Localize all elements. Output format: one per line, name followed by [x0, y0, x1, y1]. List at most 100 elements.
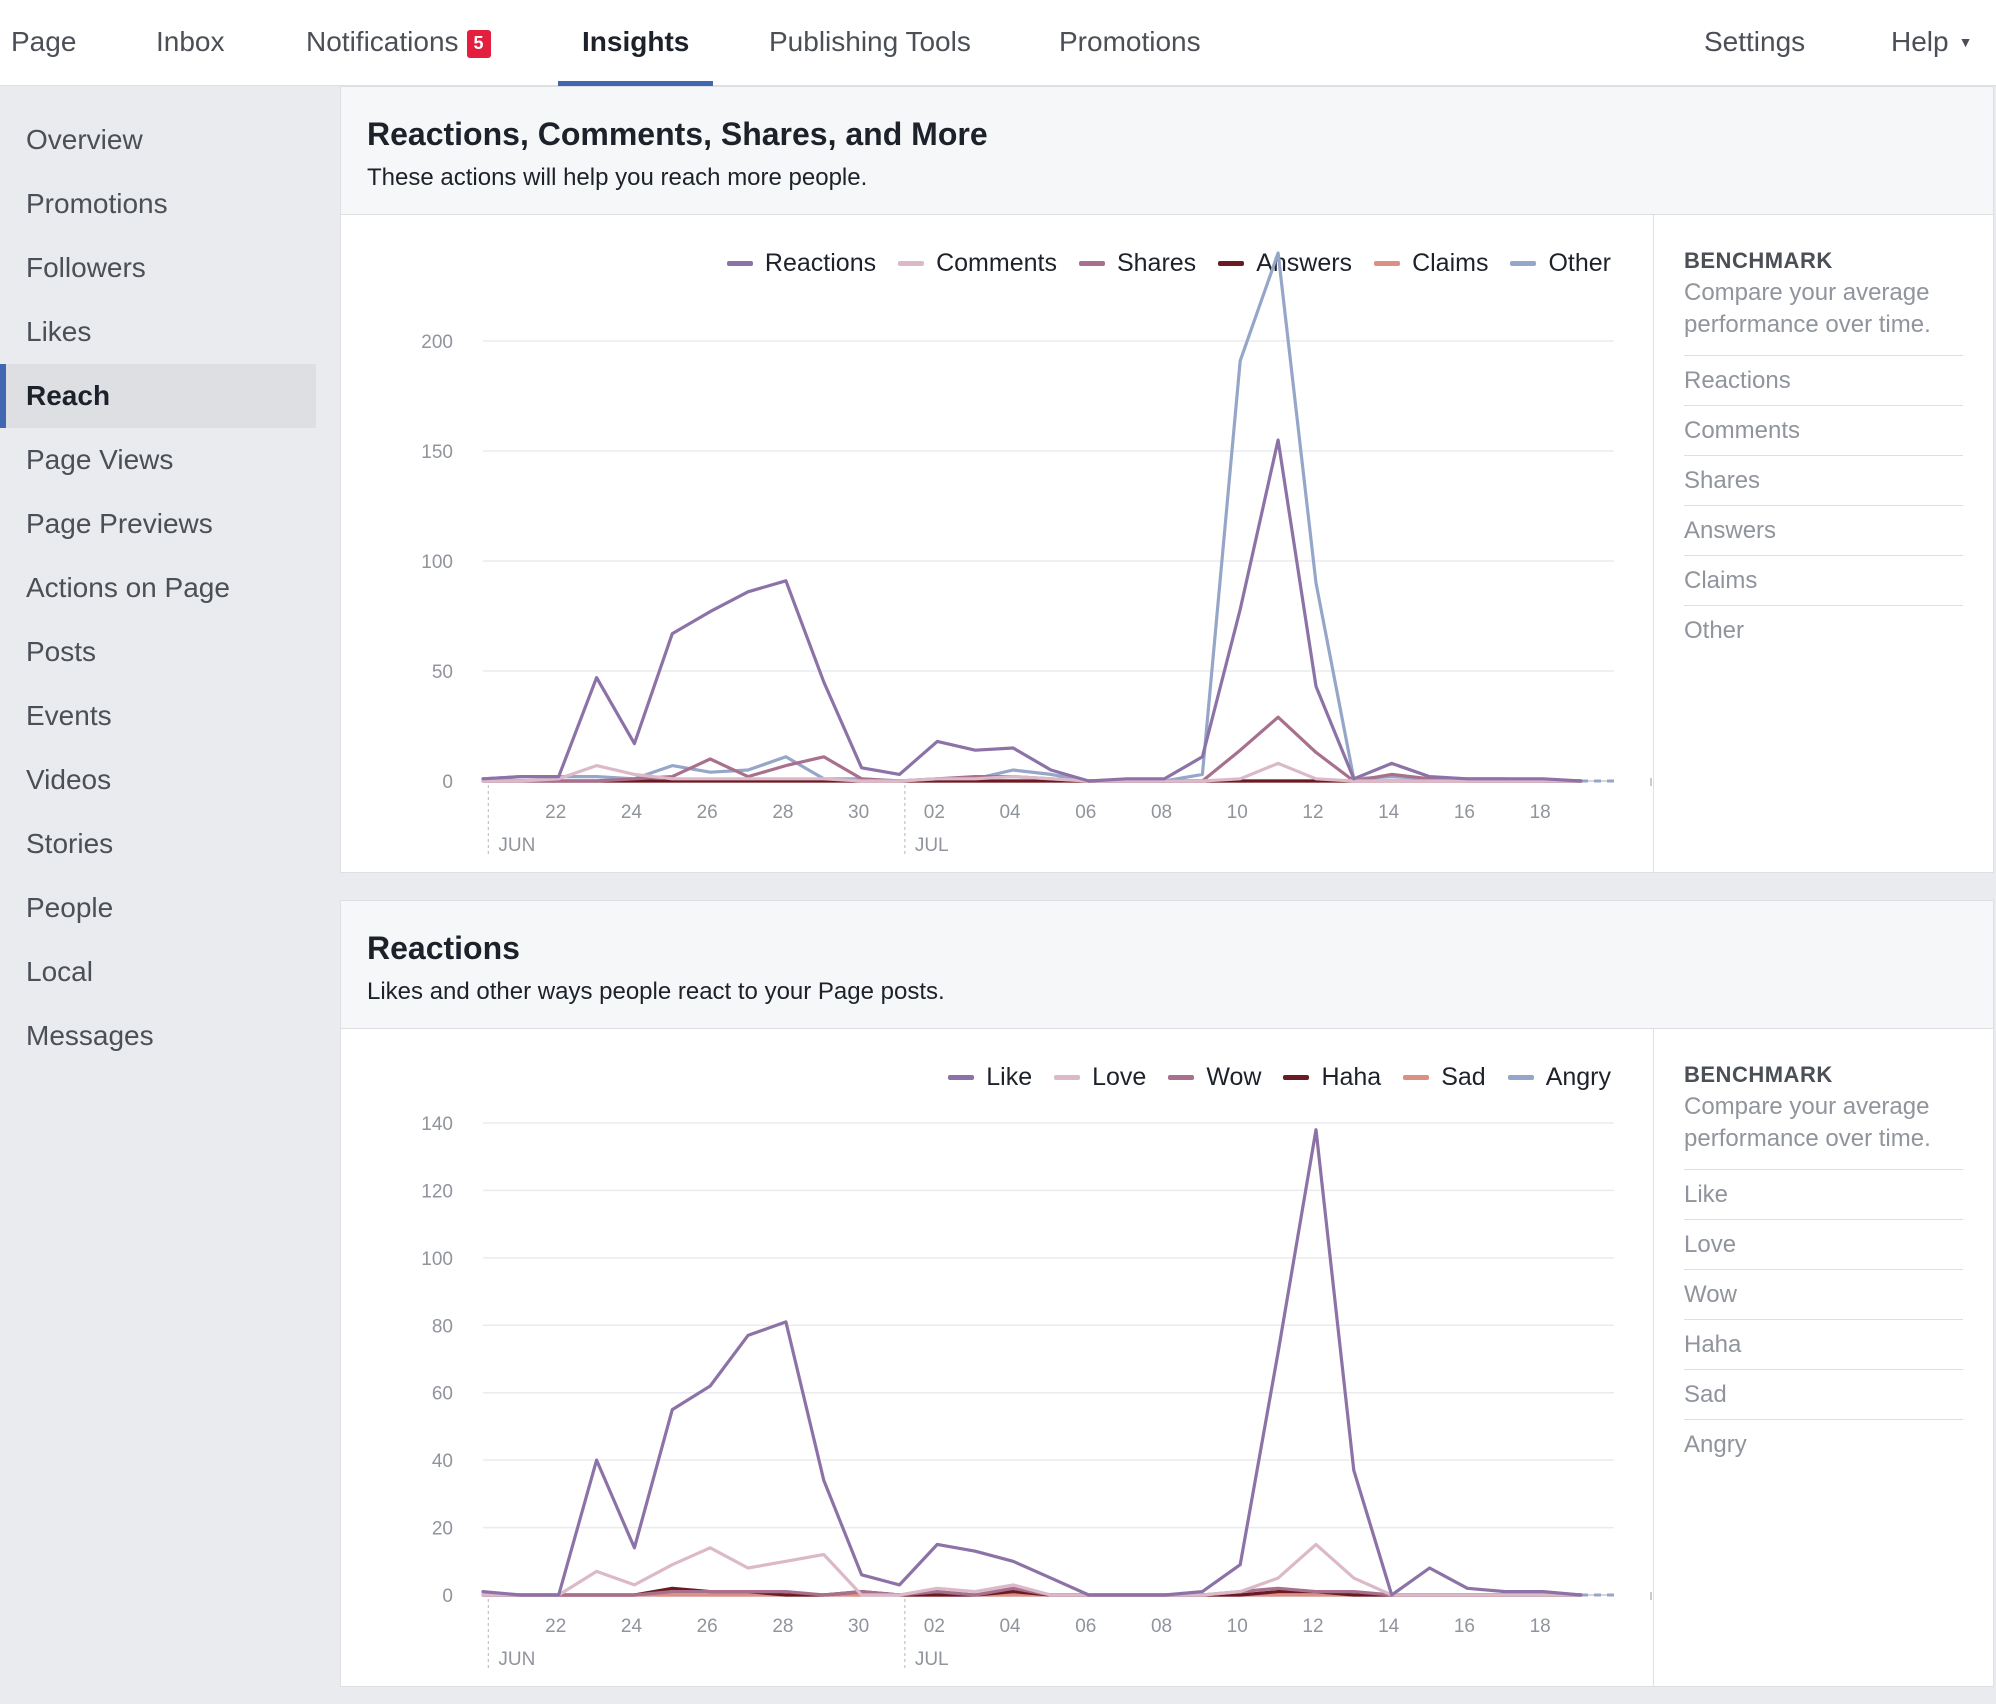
- nav-tab-publishing-tools[interactable]: Publishing Tools: [769, 0, 971, 86]
- nav-tab-label: Page: [11, 26, 77, 57]
- sidebar-item-promotions[interactable]: Promotions: [26, 188, 168, 219]
- legend-item-reactions[interactable]: Reactions: [726, 249, 876, 278]
- nav-help-menu[interactable]: Help ▼: [1891, 0, 1972, 86]
- nav-tab-label: Help: [1891, 26, 1949, 57]
- benchmark-item-wow[interactable]: Wow: [1684, 1269, 1963, 1319]
- benchmark-panel: BENCHMARK Compare your average performan…: [1653, 215, 1993, 872]
- legend-swatch: [1283, 1075, 1310, 1080]
- x-tick-label: 24: [621, 1616, 643, 1637]
- sidebar-item-page-previews[interactable]: Page Previews: [26, 508, 213, 539]
- legend-swatch: [1078, 261, 1105, 266]
- sidebar-item-likes[interactable]: Likes: [26, 316, 92, 347]
- insights-sidebar: Overview Promotions Followers Likes Reac…: [0, 86, 316, 1068]
- panel-subtitle: These actions will help you reach more p…: [367, 164, 868, 191]
- sidebar-item-page-views[interactable]: Page Views: [26, 444, 174, 475]
- reactions-line-chart: 0 20 40 60 80 100 120 140 22 24 26 28 30 02 04 06 08 10 12…: [421, 1114, 1652, 1671]
- legend-swatch: [1510, 261, 1537, 266]
- month-label: JUL: [915, 1649, 949, 1670]
- y-tick-label: 200: [421, 332, 453, 353]
- benchmark-subtitle: Compare your average performance over ti…: [1684, 1093, 1931, 1152]
- x-tick-label: 28: [772, 802, 793, 823]
- nav-tab-promotions[interactable]: Promotions: [1059, 0, 1201, 86]
- chart-legend: Like Love Wow Haha Sad Angry: [926, 1063, 1611, 1092]
- benchmark-item-other[interactable]: Other: [1684, 605, 1963, 655]
- nav-tab-inbox[interactable]: Inbox: [156, 0, 225, 86]
- sidebar-item-people[interactable]: People: [26, 892, 114, 923]
- sidebar-item-stories[interactable]: Stories: [26, 828, 114, 859]
- sidebar-item-messages[interactable]: Messages: [26, 1020, 154, 1051]
- legend-swatch: [726, 261, 753, 266]
- month-label: JUN: [498, 1649, 535, 1670]
- panel-body: Like Love Wow Haha Sad Angry 0 20 40 60 80 10…: [341, 1029, 1993, 1686]
- nav-tab-page[interactable]: Page: [11, 0, 76, 86]
- legend-label: Love: [1092, 1063, 1147, 1091]
- legend-swatch: [1507, 1075, 1534, 1080]
- legend-label: Shares: [1116, 249, 1197, 277]
- sidebar-item-actions-on-page[interactable]: Actions on Page: [26, 572, 230, 603]
- sidebar-item-followers[interactable]: Followers: [26, 252, 146, 283]
- benchmark-item-like[interactable]: Like: [1684, 1169, 1963, 1219]
- benchmark-subtitle: Compare your average performance over ti…: [1684, 279, 1931, 338]
- benchmark-item-sad[interactable]: Sad: [1684, 1369, 1963, 1419]
- sidebar-item-reach[interactable]: Reach: [0, 364, 316, 428]
- legend-item-haha[interactable]: Haha: [1283, 1063, 1381, 1092]
- legend-item-comments[interactable]: Comments: [898, 249, 1057, 278]
- benchmark-item-claims[interactable]: Claims: [1684, 555, 1963, 605]
- month-label: JUN: [498, 835, 535, 856]
- series-line-like[interactable]: [481, 1128, 1583, 1597]
- series-line-love[interactable]: [481, 1542, 1583, 1597]
- nav-tab-settings[interactable]: Settings: [1704, 0, 1805, 86]
- panel-body: Reactions Comments Shares Answers Claims…: [341, 215, 1993, 872]
- benchmark-item-love[interactable]: Love: [1684, 1219, 1963, 1269]
- x-tick-label: 16: [1454, 1616, 1475, 1637]
- panel-title: Reactions: [367, 930, 520, 966]
- legend-swatch: [1218, 261, 1245, 266]
- legend-item-shares[interactable]: Shares: [1078, 249, 1197, 278]
- legend-item-wow[interactable]: Wow: [1168, 1063, 1261, 1092]
- sidebar-item-videos[interactable]: Videos: [26, 764, 112, 795]
- benchmark-item-haha[interactable]: Haha: [1684, 1319, 1963, 1369]
- x-tick-label: 22: [545, 802, 566, 823]
- x-tick-label: 04: [999, 1616, 1021, 1637]
- benchmark-item-answers[interactable]: Answers: [1684, 505, 1963, 555]
- x-tick-label: 08: [1151, 802, 1172, 823]
- benchmark-item-comments[interactable]: Comments: [1684, 405, 1963, 455]
- x-tick-label: 02: [924, 1616, 945, 1637]
- legend-item-claims[interactable]: Claims: [1374, 249, 1488, 278]
- y-tick-label: 100: [421, 552, 453, 573]
- panel-title: Reactions, Comments, Shares, and More: [367, 116, 988, 152]
- legend-item-like[interactable]: Like: [948, 1063, 1032, 1092]
- panel-subtitle: Likes and other ways people react to you…: [367, 978, 945, 1005]
- caret-down-icon: ▼: [1958, 34, 1973, 50]
- legend-label: Wow: [1206, 1063, 1262, 1091]
- y-tick-label: 100: [421, 1249, 453, 1270]
- legend-label: Sad: [1441, 1063, 1486, 1091]
- nav-tab-notifications[interactable]: Notifications 5: [306, 0, 491, 86]
- sidebar-item-events[interactable]: Events: [26, 700, 112, 731]
- benchmark-item-reactions[interactable]: Reactions: [1684, 355, 1963, 405]
- nav-tab-label: Publishing Tools: [769, 26, 971, 57]
- nav-tab-label: Promotions: [1059, 26, 1201, 57]
- legend-item-sad[interactable]: Sad: [1403, 1063, 1486, 1092]
- legend-item-angry[interactable]: Angry: [1507, 1063, 1611, 1092]
- benchmark-item-angry[interactable]: Angry: [1684, 1419, 1963, 1469]
- x-tick-label: 26: [697, 1616, 718, 1637]
- sidebar-item-local[interactable]: Local: [26, 956, 93, 987]
- benchmark-item-shares[interactable]: Shares: [1684, 455, 1963, 505]
- legend-item-other[interactable]: Other: [1510, 249, 1611, 278]
- y-tick-label: 150: [421, 442, 453, 463]
- series-line-other[interactable]: [481, 251, 1583, 783]
- x-tick-label: 14: [1378, 1616, 1400, 1637]
- legend-label: Claims: [1412, 249, 1489, 277]
- series-line-reactions[interactable]: [481, 438, 1583, 783]
- legend-item-love[interactable]: Love: [1054, 1063, 1146, 1092]
- reactions-panel: Reactions Likes and other ways people re…: [340, 900, 1994, 1687]
- legend-label: Angry: [1545, 1063, 1611, 1091]
- legend-swatch: [1168, 1075, 1195, 1080]
- sidebar-item-overview[interactable]: Overview: [26, 124, 143, 155]
- nav-tab-insights[interactable]: Insights: [557, 0, 714, 86]
- legend-label: Like: [986, 1063, 1033, 1091]
- sidebar-item-posts[interactable]: Posts: [26, 636, 97, 667]
- series-line-comments[interactable]: [481, 761, 1583, 783]
- x-tick-label: 18: [1530, 802, 1551, 823]
